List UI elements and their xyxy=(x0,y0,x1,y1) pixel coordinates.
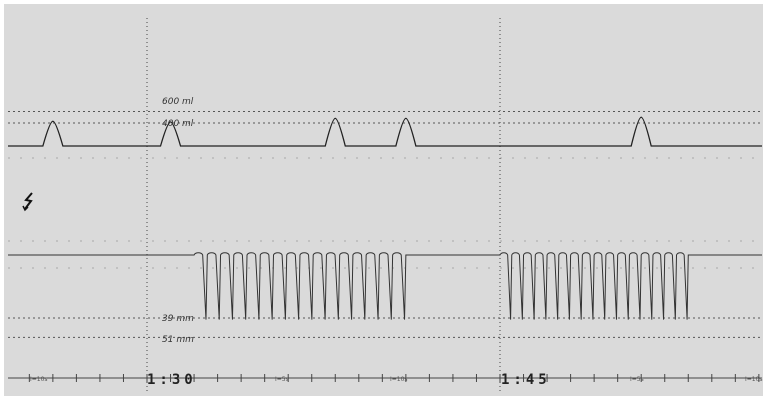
time-label-1-30: 1:30 xyxy=(147,372,197,388)
time-label-1-45: 1:45 xyxy=(501,372,551,388)
chart-background xyxy=(4,4,763,396)
grid-lines xyxy=(8,111,762,338)
axis-tick-label-0: I=10s xyxy=(30,376,48,383)
ref-label-400-ml: 400 ml xyxy=(162,119,194,129)
axis-tick-label-3: I=5s xyxy=(630,376,644,383)
axis-tick-label-4: I=10s xyxy=(745,376,763,383)
lightning-bolt-icon xyxy=(22,192,33,212)
ref-label-51-mm: 51 mm xyxy=(162,335,194,345)
axis-tick-label-2: I=10s xyxy=(390,376,408,383)
time-axis: I=10s I=5s I=10s I=5s I=10s xyxy=(8,374,763,383)
trace-compression-depth xyxy=(8,252,762,320)
traces xyxy=(8,116,762,320)
axis-tick-label-1: I=5s xyxy=(275,376,289,383)
trace-ventilation-volume xyxy=(8,116,762,147)
reference-labels: 600 ml 400 ml 39 mm 51 mm xyxy=(162,97,194,345)
ref-label-600-ml: 600 ml xyxy=(162,97,194,107)
ref-label-39-mm: 39 mm xyxy=(162,314,194,324)
